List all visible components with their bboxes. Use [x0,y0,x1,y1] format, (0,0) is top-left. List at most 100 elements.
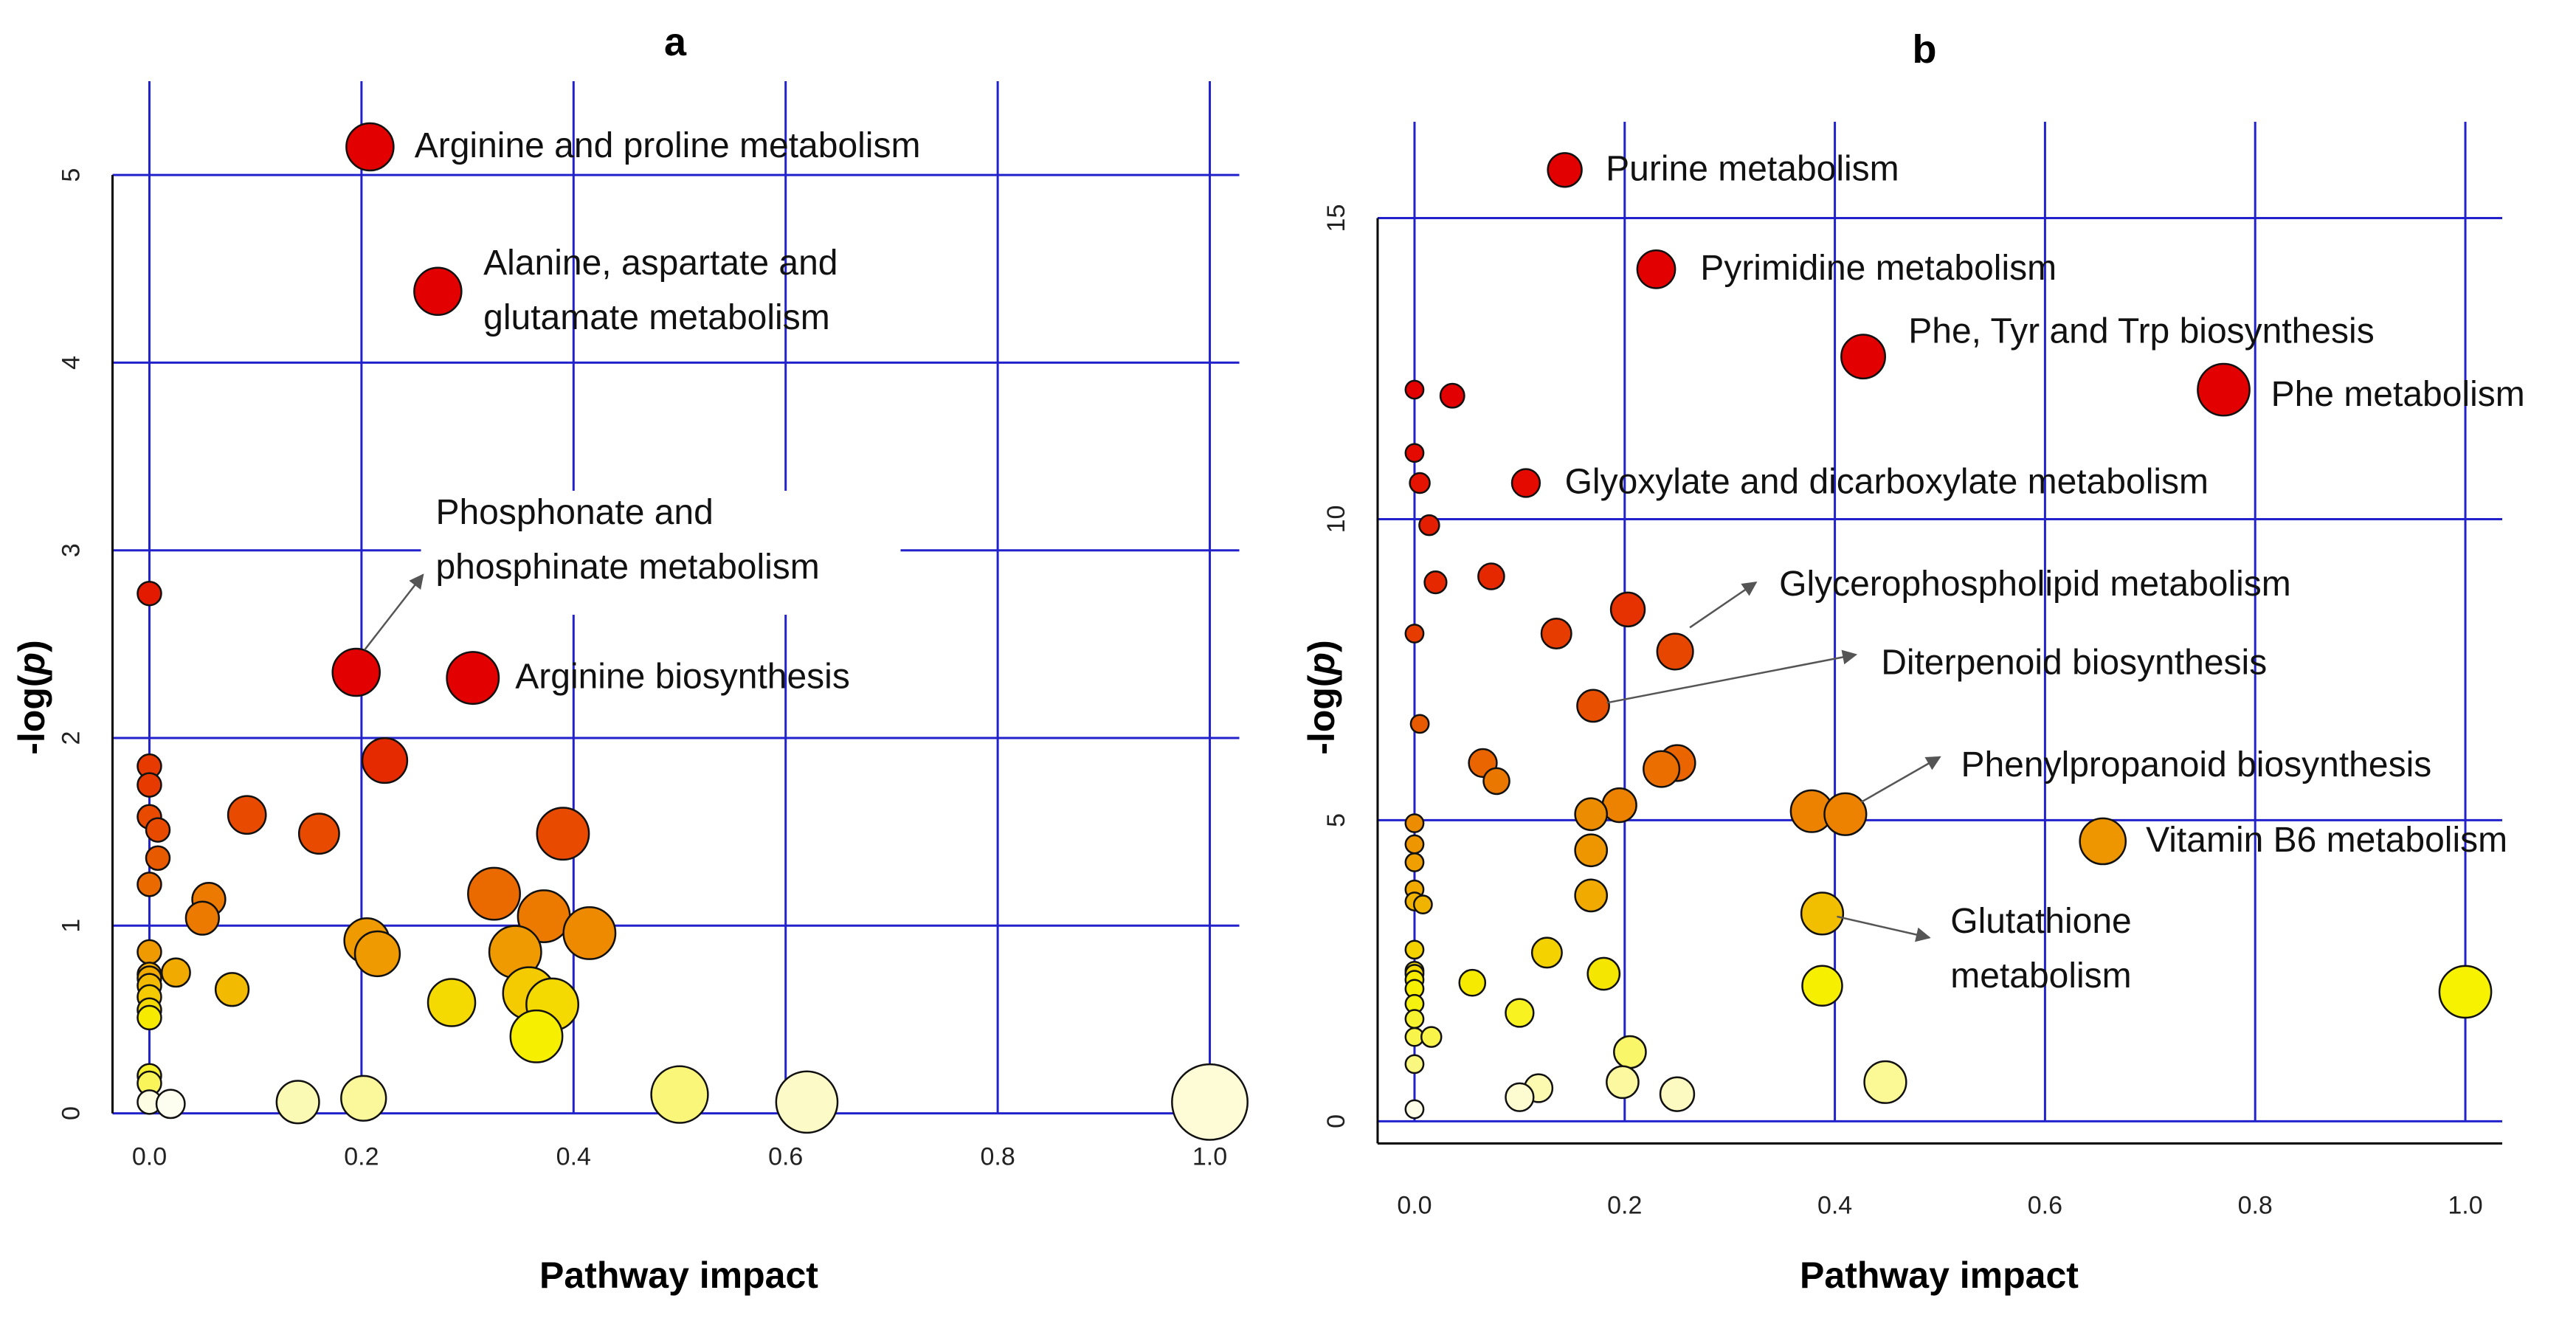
panel-a-point-31 [427,978,477,1027]
panel-b-point-21 [1482,767,1510,796]
panel-a-annotation-0: Arginine and proline metabolism [415,126,921,165]
panel-b-point-45 [2438,965,2493,1019]
panel-a-point-14 [137,872,162,897]
panel-b-annotation-arrow-7 [1860,756,1941,804]
panel-b-point-29 [1574,833,1609,868]
panel-a-point-19 [562,906,617,960]
panel-b-grid [1377,122,2503,1122]
panel-a-x-axis-title: Pathway impact [539,1255,818,1296]
panel-a-point-13 [145,845,171,871]
panel-b-y-axis-title-italic: p [1301,652,1342,677]
panel-b-point-5 [1439,382,1465,409]
panel-b-annotation-4: Glyoxylate and dicarboxylate metabolism [1565,463,2209,502]
panel-b-point-54 [1606,1065,1640,1100]
panel-a-point-34 [137,1004,162,1031]
panel-b-point-9 [1418,514,1440,537]
panel-a-point-38 [650,1065,709,1124]
panel-b-axes: 0 5 10 15 0.0 0.2 0.4 0.6 0.8 1.0 [1322,204,2503,1219]
panel-b-point-24 [1823,792,1868,836]
panel-b-point-50 [1420,1026,1443,1048]
panel-b-annotation-8-line-0: Vitamin B6 metabolism [2146,821,2507,860]
panel-b-point-30 [1404,852,1425,872]
panel-b-annotations: Purine metabolism Pyrimidine metabolism Ph… [1565,149,2525,996]
panel-a-point-41 [775,1070,839,1134]
panel-b-point-14 [1404,624,1425,644]
panel-b-point-32 [1574,878,1609,913]
panel-a-point-8 [227,795,267,835]
panel-b-annotation-5-line-0: Glycerophospholipid metabolism [1779,565,2291,604]
panel-b-annotation-9-line-1: metabolism [1950,956,2131,996]
panel-b-xtick-label-0: 0.0 [1397,1191,1432,1219]
panel-a-ytick-label-0: 0 [57,1106,85,1120]
panel-b-xtick-label-5: 1.0 [2448,1191,2482,1219]
panel-b-point-25 [1574,797,1609,832]
panel-b-point-3 [2197,362,2251,417]
panel-a-point-28 [214,972,250,1007]
panel-a-xtick-label-5: 1.0 [1192,1143,1227,1171]
panel-a-ytick-label-3: 3 [57,543,85,557]
panel-a-point-1 [413,266,463,317]
panel-b-point-34 [1412,894,1433,915]
panel-a-xtick-label-3: 0.6 [768,1143,803,1171]
panel-a-point-5 [361,737,409,784]
panel-b-point-42 [1458,968,1487,997]
panel-b-annotation-3-line-0: Phe metabolism [2271,375,2525,414]
panel-a-label: a [664,20,687,64]
panel-b-point-56 [1659,1076,1696,1112]
panel-a-point-35 [509,1009,564,1063]
panel-b-x-axis-title: Pathway impact [1800,1255,2079,1296]
panel-b-annotation-arrow-6 [1606,649,1858,704]
panel-b-xtick-label-2: 0.4 [1817,1191,1852,1219]
panel-a-point-21 [137,939,162,965]
panel-a-annotation-arrow-2 [364,573,424,651]
panel-b-annotation-9: Glutathione metabolism [1950,902,2132,996]
panel-b-annotation-6-line-0: Diterpenoid biosynthesis [1881,643,2267,682]
panel-a-point-39 [340,1075,387,1122]
panel-b-annotation-arrow-9 [1837,915,1931,942]
panel-b-point-15 [1656,632,1694,671]
panel-b-xtick-label-3: 0.6 [2028,1191,2062,1219]
panel-a-annotation-box-2 [421,491,901,615]
panel-b-y-axis-title: -log(p) [1301,640,1342,754]
panel-b-point-51 [1613,1035,1647,1069]
panel-b-xtick-label-1: 0.2 [1607,1191,1642,1219]
panel-b-point-11 [1423,570,1448,595]
panel-a-annotation-1: Alanine, aspartate and glutamate metaboli… [483,244,838,337]
panel-b-annotation-1: Pyrimidine metabolism [1700,249,2057,288]
panel-a-point-4 [137,580,162,607]
panel-a-ytick-label-5: 5 [57,168,85,182]
panel-a-points [137,122,1249,1141]
panel-a-point-3 [446,651,500,706]
panel-a-point-15 [467,866,521,921]
panel-a-annotation-3: Arginine biosynthesis [515,658,850,697]
panel-b-annotation-1-line-0: Pyrimidine metabolism [1700,249,2057,288]
panel-b-annotation-5: Glycerophospholipid metabolism [1779,565,2291,604]
panel-b-point-20 [1643,750,1681,788]
panel-b-point-10 [1477,562,1505,590]
panel-b-point-58 [1404,1099,1425,1120]
panel-b-xtick-label-4: 0.8 [2238,1191,2273,1219]
panel-b-annotation-4-line-0: Glyoxylate and dicarboxylate metabolism [1565,463,2209,502]
panel-b-annotation-0: Purine metabolism [1606,149,1899,188]
panel-b-point-1 [1636,249,1677,289]
panel-b-point-57 [1505,1082,1535,1112]
panel-b-point-37 [1530,937,1563,969]
panel-b-point-16 [1576,689,1610,723]
panel-b-annotation-6: Diterpenoid biosynthesis [1881,643,2267,682]
panel-b-point-40 [1586,956,1621,991]
panel-b-point-47 [1505,998,1535,1028]
panel-b-y-axis-title-prefix: -log( [1301,675,1342,755]
panel-a-xtick-label-0: 0.0 [132,1143,167,1171]
panel-a-annotation-2-line-0: Phosphonate and [435,493,713,532]
panel-b-point-52 [1404,1054,1425,1075]
panel-a-point-11 [297,813,340,855]
panel-a-annotation-3-line-0: Arginine biosynthesis [515,658,850,697]
panel-a-annotation-2-line-1: phosphinate metabolism [435,548,819,587]
panel-a-axes: 0 1 2 3 4 5 0.0 0.2 0.4 0.6 0.8 1.0 [57,168,1227,1171]
panel-a-point-24 [160,957,191,988]
panel-b-ytick-label-3: 15 [1322,204,1350,232]
panel-b-y-axis-title-suffix: ) [1301,640,1342,652]
panel-a-y-axis-title: -log(p) [11,640,52,754]
panel-a-point-40 [275,1080,320,1125]
panel-a-ytick-label-2: 2 [57,731,85,745]
